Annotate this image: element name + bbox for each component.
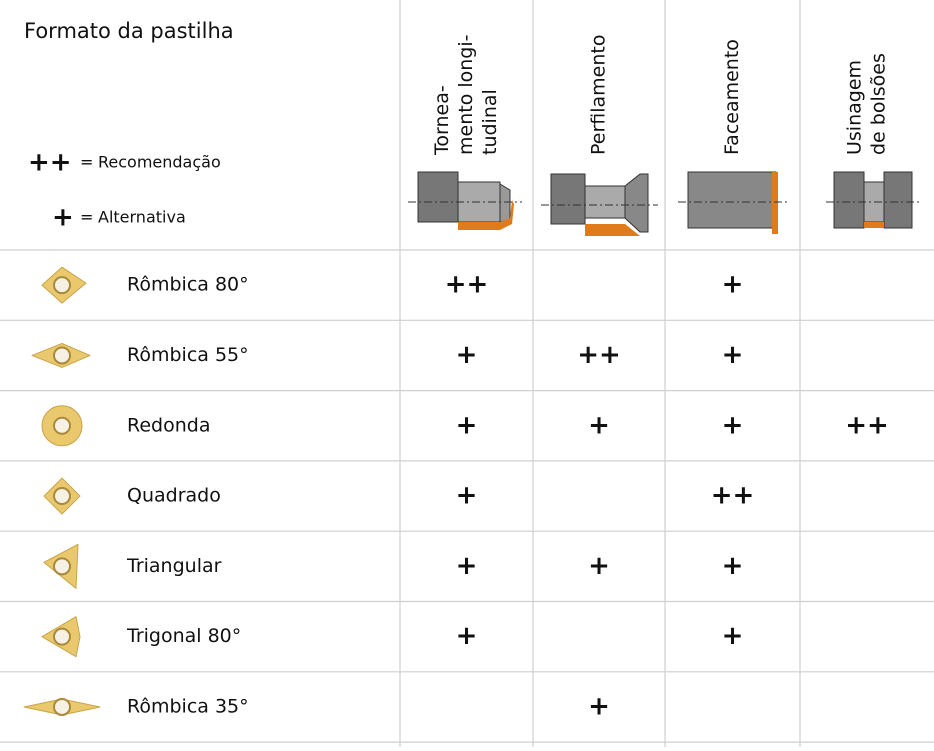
insert-hole [53, 627, 71, 646]
insert-hole [53, 416, 71, 435]
cell-symbol: + [456, 551, 478, 581]
row-name: Quadrado [127, 485, 221, 507]
legend-label: Alternativa [98, 208, 186, 227]
cell-symbol: + [456, 481, 478, 511]
legend-equals: = [80, 153, 93, 172]
cell-symbol: + [456, 621, 478, 651]
insert-hole [53, 276, 71, 295]
table-title: Formato da pastilha [24, 19, 234, 43]
cell-symbol: + [722, 340, 744, 370]
insert-icon [31, 342, 91, 368]
cell-symbol: + [588, 410, 610, 440]
workpiece-icons [408, 171, 922, 236]
cell-symbol: + [722, 410, 744, 440]
cell-symbol: + [722, 621, 744, 651]
cell-symbol: + [588, 551, 610, 581]
insert-icon [41, 616, 81, 658]
column-header: Tornea- [431, 85, 453, 156]
cell-symbol: + [722, 551, 744, 581]
row-name: Trigonal 80° [126, 625, 241, 647]
row-name: Rômbica 80° [127, 274, 249, 296]
row-name: Rômbica 35° [127, 695, 249, 717]
insert-hole [53, 697, 71, 716]
cell-symbol: ++ [711, 481, 755, 511]
column-header: tudinal [479, 89, 501, 155]
legend-equals: = [80, 208, 93, 227]
insert-icon [43, 543, 79, 589]
column-header: de bolsões [868, 53, 890, 155]
column-header: mento longi- [455, 35, 477, 156]
insert-hole [53, 557, 71, 576]
cell-symbol: ++ [845, 410, 889, 440]
insert-icon [41, 266, 87, 304]
cell-symbol: ++ [445, 270, 489, 300]
row-name: Triangular [126, 555, 222, 577]
row-name: Rômbica 55° [127, 344, 249, 366]
cell-symbol: + [456, 340, 478, 370]
insert-icon [41, 405, 83, 447]
insert-hole [53, 346, 71, 365]
row-name: Redonda [127, 414, 210, 436]
legend-symbol: + [52, 203, 74, 233]
grid [399, 0, 801, 747]
insert-hole [53, 487, 71, 506]
insert-icon [43, 477, 81, 515]
cell-symbol: ++ [577, 340, 621, 370]
legend-label: Recomendação [98, 153, 221, 172]
cell-symbol: + [588, 691, 610, 721]
legend-symbol: ++ [28, 148, 72, 178]
insert-icon [23, 697, 101, 716]
cell-symbol: + [456, 410, 478, 440]
column-header: Usinagem [844, 60, 866, 155]
column-header: Faceamento [721, 39, 743, 155]
cell-symbol: + [722, 270, 744, 300]
column-header: Perfilamento [588, 35, 610, 156]
